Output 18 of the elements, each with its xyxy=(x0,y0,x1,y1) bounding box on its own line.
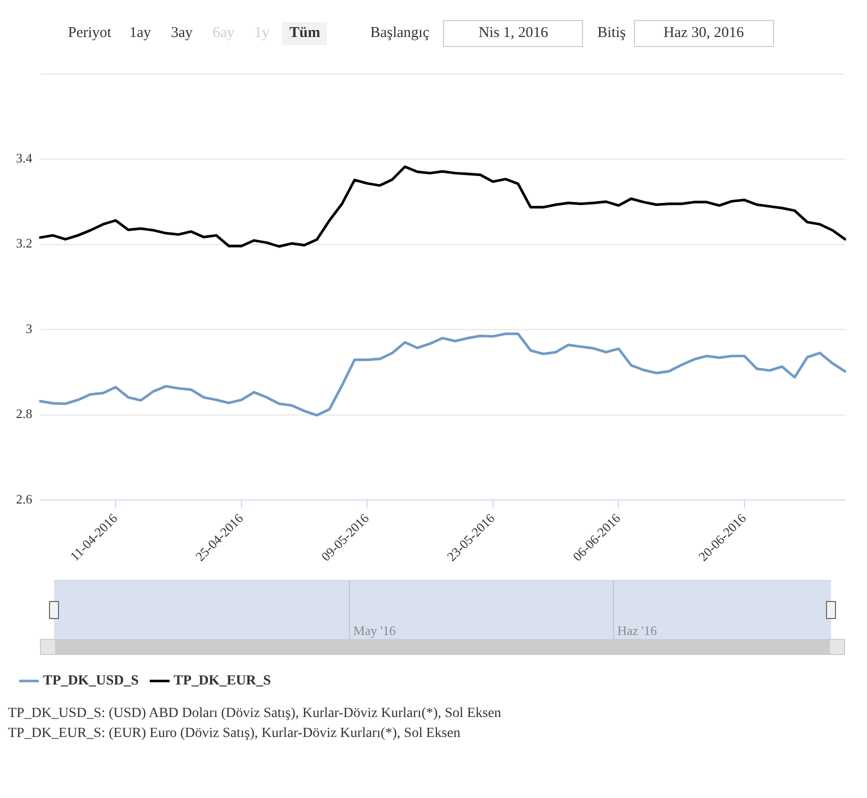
range-slider: May '16 Haz '16 xyxy=(40,580,845,654)
y-tick-label: 2.8 xyxy=(16,406,32,422)
text: Tüm xyxy=(282,22,328,44)
text: 3ay xyxy=(170,24,194,42)
text: Nis 1, 2016 xyxy=(443,20,584,46)
text: 1ay xyxy=(128,24,152,42)
y-tick-label: 3 xyxy=(26,320,32,336)
text: Haz 30, 2016 xyxy=(634,20,774,46)
legend-label: TP_DK_USD_S xyxy=(43,674,139,689)
text: TP_DK_USD_S: (USD) ABD Doları (Döviz Satış), Kurlar-Döviz Kurları(*), Sol Eksen xyxy=(8,705,502,723)
text: TP_DK_EUR_S: (EUR) Euro (Döviz Satış), Kurlar-Döviz Kurları(*), Sol Eksen xyxy=(8,725,462,743)
text: Başlangıç xyxy=(370,24,430,42)
text: Periyot xyxy=(68,24,112,42)
text: Bitiş xyxy=(597,24,626,42)
legend-label: TP_DK_EUR_S xyxy=(174,674,272,689)
y-tick-label: 3.4 xyxy=(16,150,33,166)
y-tick-label: 3.2 xyxy=(16,236,32,251)
y-tick-label: 2.6 xyxy=(16,492,33,506)
